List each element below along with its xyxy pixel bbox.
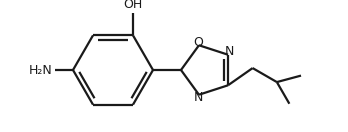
Text: OH: OH bbox=[124, 0, 143, 11]
Text: H₂N: H₂N bbox=[29, 63, 53, 77]
Text: N: N bbox=[193, 91, 203, 104]
Text: N: N bbox=[224, 45, 234, 58]
Text: O: O bbox=[193, 36, 203, 49]
